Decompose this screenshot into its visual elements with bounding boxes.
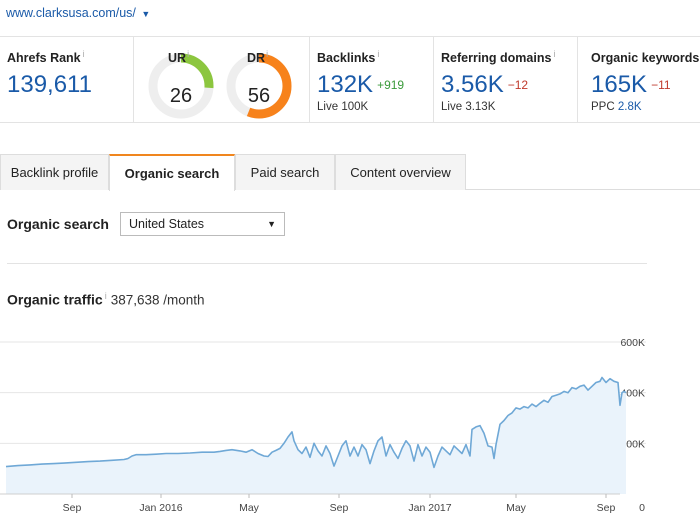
info-icon[interactable]: i: [377, 49, 380, 59]
ppc-label: PPC: [591, 101, 615, 113]
info-icon[interactable]: i: [104, 291, 107, 301]
y-tick-label: 600K: [620, 337, 645, 349]
metrics-bar: Ahrefs Rank i 139,611 26 URi 56 DRi Backl…: [0, 36, 700, 123]
y-tick-label: 200K: [620, 438, 645, 450]
dropdown-arrow-icon: ▼: [267, 219, 276, 229]
organic-traffic-chart[interactable]: 0 200K 400K 600K Sep Jan 2016 May Sep Jan 2017 Ma…: [0, 325, 700, 517]
referring-domains-live-label: Live: [441, 101, 463, 113]
tab-content-overview[interactable]: Content overview: [335, 154, 466, 190]
series-line: [5, 376, 627, 469]
organic-keywords-card: Organic keywordsi 165K−11 PPC 2.8K: [578, 37, 700, 123]
ahrefs-rank-card: Ahrefs Rank i 139,611: [0, 37, 134, 123]
info-icon[interactable]: i: [82, 49, 85, 59]
section-divider: [7, 263, 647, 264]
ahrefs-rank-value: 139,611: [7, 71, 92, 98]
x-tick-label: Sep: [597, 502, 616, 514]
organic-search-title: Organic search: [7, 216, 109, 232]
organic-keywords-delta: −11: [651, 78, 671, 92]
country-select[interactable]: United States ▼: [120, 212, 285, 236]
organic-keywords-label: Organic keywords: [591, 51, 700, 66]
backlinks-delta: +919: [377, 78, 405, 92]
ur-gauge: 26: [146, 51, 216, 121]
organic-traffic-header: Organic traffic i 387,638 /month: [7, 291, 205, 308]
dr-gauge-ring: [226, 53, 292, 119]
backlinks-label: Backlinks: [317, 51, 376, 66]
referring-domains-delta: −12: [507, 78, 529, 92]
backlinks-value[interactable]: 132K: [317, 71, 374, 98]
dr-value: 56: [247, 85, 271, 107]
url-dropdown-icon[interactable]: ▼: [141, 9, 151, 19]
dr-label: DR: [247, 51, 266, 66]
referring-domains-card: Referring domains i 3.56K −12 Live 3.13K: [434, 37, 578, 123]
info-icon[interactable]: i: [553, 49, 556, 59]
ur-label: UR: [168, 51, 187, 66]
info-icon[interactable]: i: [187, 49, 190, 59]
tab-paid-search[interactable]: Paid search: [235, 154, 335, 190]
ahrefs-rank-label: Ahrefs Rank: [7, 51, 81, 66]
backlinks-card: Backlinks i 132K +919 Live 100K: [310, 37, 434, 123]
x-tick-label: May: [239, 502, 260, 514]
ppc-value[interactable]: 2.8K: [617, 101, 642, 113]
site-url-text[interactable]: www.clarksusa.com/us/: [6, 6, 136, 20]
x-tick-label: Jan 2017: [408, 502, 451, 514]
country-select-value: United States: [129, 217, 205, 231]
tab-organic-search[interactable]: Organic search: [109, 154, 235, 191]
ur-value: 26: [169, 85, 193, 107]
ur-gauge-ring: [148, 53, 214, 119]
backlinks-live-label: Live: [317, 101, 339, 113]
tab-backlink-profile[interactable]: Backlink profile: [0, 154, 109, 190]
organic-traffic-value: 387,638 /month: [110, 292, 205, 308]
site-url[interactable]: www.clarksusa.com/us/ ▼: [6, 6, 150, 20]
x-tick-label: Sep: [330, 502, 349, 514]
referring-domains-live-value: 3.13K: [465, 101, 496, 113]
series-area: [6, 377, 626, 494]
organic-traffic-title: Organic traffic: [7, 291, 103, 308]
referring-domains-value[interactable]: 3.56K: [441, 71, 504, 98]
backlinks-live-value: 100K: [341, 101, 369, 113]
x-tick-label: Sep: [63, 502, 82, 514]
dr-gauge: 56: [224, 51, 294, 121]
x-tick-label: Jan 2016: [139, 502, 182, 514]
y-tick-label: 400K: [620, 388, 645, 400]
y-tick-label: 0: [639, 502, 645, 514]
report-tabs: Backlink profile Organic search Paid sea…: [0, 154, 700, 191]
rating-gauges: 26 URi 56 DRi: [134, 37, 310, 123]
organic-keywords-value[interactable]: 165K: [591, 71, 648, 98]
x-tick-label: May: [506, 502, 527, 514]
referring-domains-label: Referring domains: [441, 51, 552, 66]
info-icon[interactable]: i: [266, 49, 269, 59]
